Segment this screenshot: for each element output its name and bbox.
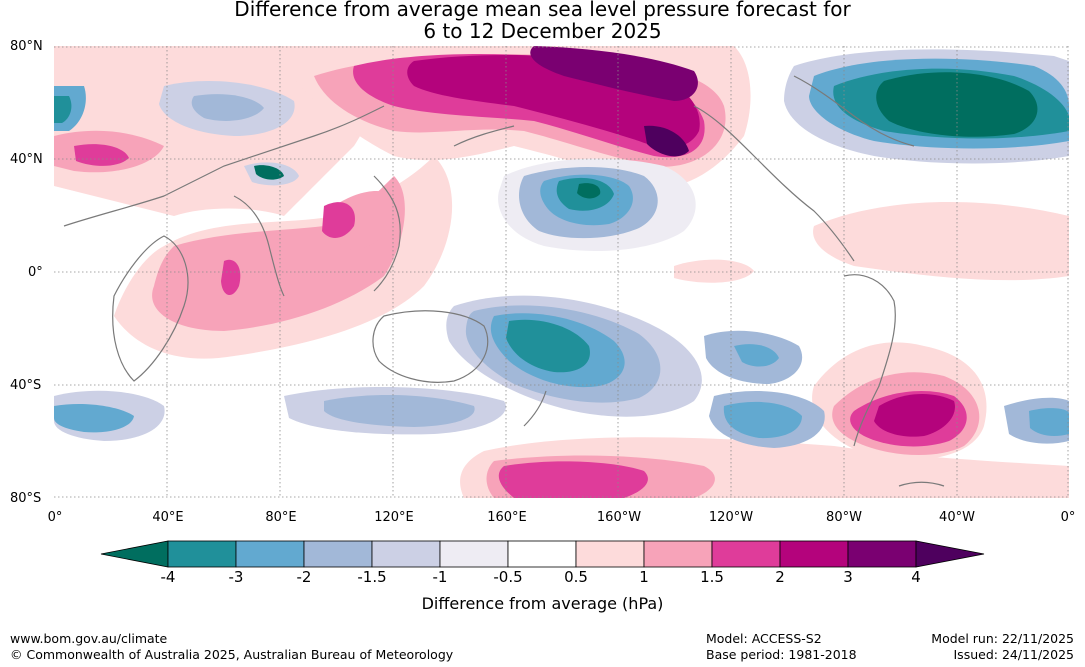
colorbar-bin [235,540,305,568]
lat-label-80n: 80°N [10,39,43,54]
lon-label-80e: 80°E [265,510,297,525]
colorbar-title: Difference from average (hPa) [421,594,664,613]
colorbar-tick-label: 2 [775,568,785,586]
footer-base-period: Base period: 1981-2018 [706,647,857,662]
colorbar-tick-label: 3 [843,568,853,586]
colorbar-tick-label: -4 [160,568,176,586]
colorbar-tick-label: -1 [432,568,448,586]
pressure-anomaly-map [54,46,1069,498]
colorbar-bin [643,540,713,568]
lon-label-120w: 120°W [708,510,754,525]
colorbar-bin [847,540,917,568]
anomaly-shading [54,46,1069,498]
lon-label-40w: 40°W [939,510,975,525]
colorbar-bin [779,540,849,568]
footer-model-run: Model run: 22/11/2025 [931,631,1074,646]
colorbar-bin [575,540,645,568]
colorbar-tick-label: -0.5 [493,568,523,586]
map-title-line-2: 6 to 12 December 2025 [423,19,662,43]
lon-label-120e: 120°E [374,510,414,525]
colorbar-bin [167,540,237,568]
colorbar-high-arrow [915,540,985,568]
colorbar-bin [371,540,441,568]
lon-label-160w: 160°W [596,510,642,525]
colorbar-tick-label: -3 [228,568,244,586]
colorbar-low-arrow [100,540,169,568]
graticule [54,46,1069,498]
coastlines [63,75,945,487]
footer-website[interactable]: www.bom.gov.au/climate [10,631,168,646]
colorbar-tick-label: 1 [639,568,649,586]
colorbar-bin [507,540,577,568]
lat-label-equator: 0° [28,265,43,280]
colorbar-tick-label: -2 [296,568,312,586]
footer-copyright: © Commonwealth of Australia 2025, Austra… [10,647,454,662]
colorbar-tick-label: 4 [911,568,921,586]
colorbar-bin [303,540,373,568]
colorbar [100,540,985,568]
colorbar-tick-label: 1.5 [700,568,724,586]
colorbar-bin [711,540,781,568]
footer-issued: Issued: 24/11/2025 [953,647,1075,662]
lat-label-40n: 40°N [10,152,43,167]
lat-label-40s: 40°S [10,378,42,393]
lon-label-80w: 80°W [826,510,862,525]
lon-label-0-east: 0° [1060,510,1076,525]
footer-model: Model: ACCESS-S2 [706,631,822,646]
colorbar-bin [439,540,509,568]
colorbar-tick-label: -1.5 [357,568,387,586]
map-title-line-1: Difference from average mean sea level p… [234,0,851,21]
lat-label-80s: 80°S [10,491,42,506]
lon-label-160e: 160°E [487,510,527,525]
lon-label-0: 0° [47,510,63,525]
lon-label-40e: 40°E [152,510,184,525]
colorbar-tick-label: 0.5 [564,568,588,586]
